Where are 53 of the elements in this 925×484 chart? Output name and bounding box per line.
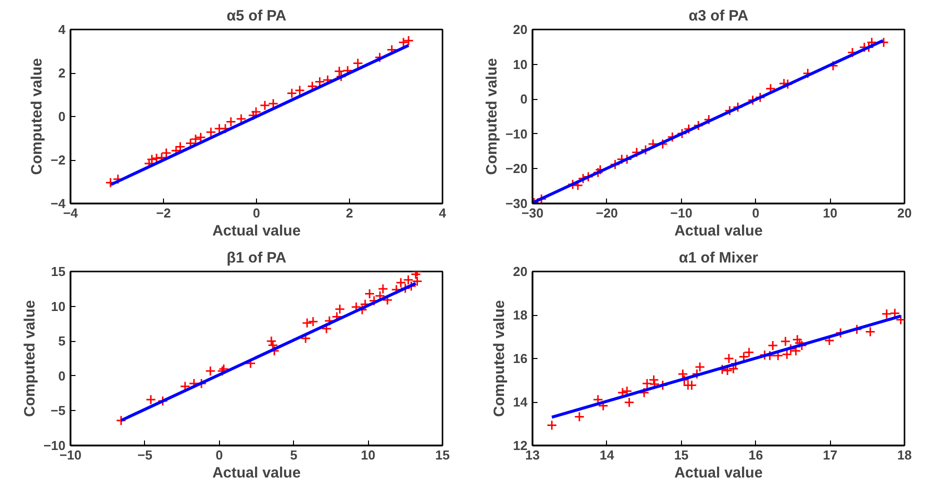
y-axis-title: Computed value: [483, 58, 500, 175]
x-tick-label: −2: [156, 206, 171, 220]
y-tick-label: 16: [513, 351, 528, 366]
chart-title: β1 of PA: [226, 250, 287, 266]
y-tick-label: −20: [505, 161, 528, 176]
y-tick-label: 10: [513, 56, 528, 72]
x-tick-label: 10: [822, 206, 838, 220]
y-tick-label: −30: [505, 196, 528, 211]
x-tick-label: 0: [216, 448, 223, 462]
x-tick-label: 15: [674, 448, 689, 462]
y-tick-label: 0: [58, 368, 66, 384]
y-axis-title: Computed value: [21, 300, 38, 417]
x-tick-label: −20: [596, 206, 618, 220]
y-tick-label: −10: [505, 126, 528, 142]
x-tick-label: 20: [897, 206, 912, 220]
x-tick-label: −10: [670, 206, 692, 220]
x-tick-label: 4: [438, 206, 447, 220]
chart-title: α1 of Mixer: [678, 250, 758, 266]
y-tick-label: −10: [43, 438, 66, 453]
x-tick-label: 13: [525, 448, 540, 462]
x-tick-label: 17: [822, 448, 838, 462]
y-tick-label: 20: [513, 22, 528, 37]
x-tick-label: 14: [600, 448, 615, 462]
y-tick-label: −4: [50, 196, 66, 211]
x-tick-label: 10: [360, 448, 376, 462]
y-tick-label: 15: [51, 264, 66, 279]
x-tick-label: 5: [290, 448, 298, 462]
x-tick-label: 18: [897, 448, 912, 462]
chart-title: α3 of PA: [688, 8, 749, 24]
chart-title: α5 of PA: [226, 8, 287, 24]
y-tick-label: 4: [58, 22, 66, 37]
x-axis-title: Actual value: [674, 222, 763, 240]
x-tick-label: 16: [748, 448, 763, 462]
y-tick-label: 5: [58, 334, 66, 349]
x-tick-label: 0: [252, 206, 260, 220]
y-tick-label: 0: [58, 109, 66, 124]
y-tick-label: 14: [513, 394, 528, 410]
x-axis-title: Actual value: [212, 222, 301, 240]
y-tick-label: −5: [50, 403, 66, 418]
y-tick-label: 0: [520, 92, 528, 107]
y-tick-label: −2: [50, 152, 66, 168]
x-tick-label: −5: [137, 448, 152, 462]
y-tick-label: 18: [513, 308, 528, 322]
y-axis-title: Computed value: [491, 300, 508, 417]
x-axis-title: Actual value: [212, 464, 301, 482]
x-tick-label: 0: [752, 206, 760, 220]
x-axis-title: Actual value: [674, 464, 763, 482]
y-axis-title: Computed value: [28, 58, 46, 175]
x-tick-label: 15: [435, 448, 450, 462]
y-tick-label: 10: [51, 298, 66, 314]
y-tick-label: 20: [513, 264, 528, 279]
y-tick-label: 2: [58, 66, 66, 80]
x-tick-label: 2: [346, 206, 354, 220]
